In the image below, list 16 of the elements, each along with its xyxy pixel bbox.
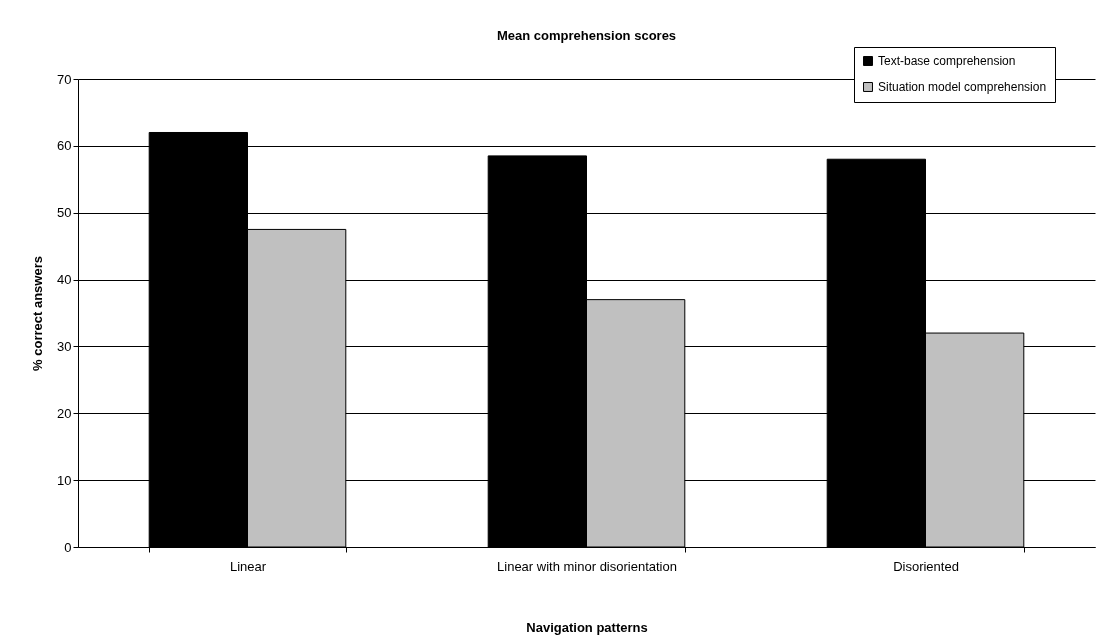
y-axis-title: % correct answers (30, 256, 46, 371)
y-tick-label: 20 (57, 405, 72, 421)
y-tick-label: 50 (57, 205, 72, 221)
x-axis-title: Navigation patterns (526, 619, 648, 635)
y-tick-label: 40 (57, 272, 72, 288)
legend-label: Situation model comprehension (878, 80, 1047, 94)
y-tick-label: 10 (57, 472, 72, 488)
legend-label: Text-base comprehension (878, 54, 1016, 68)
x-tick-label: Linear with minor disorientation (497, 558, 677, 574)
y-tick-label: 0 (64, 539, 72, 555)
x-tick-label: Disoriented (893, 558, 959, 574)
y-tick-label: 30 (57, 338, 72, 354)
y-tick-label: 70 (57, 71, 72, 87)
y-tick-label: 60 (57, 138, 72, 154)
chart-title: Mean comprehension scores (496, 27, 677, 43)
x-tick-label: Linear (229, 558, 267, 574)
